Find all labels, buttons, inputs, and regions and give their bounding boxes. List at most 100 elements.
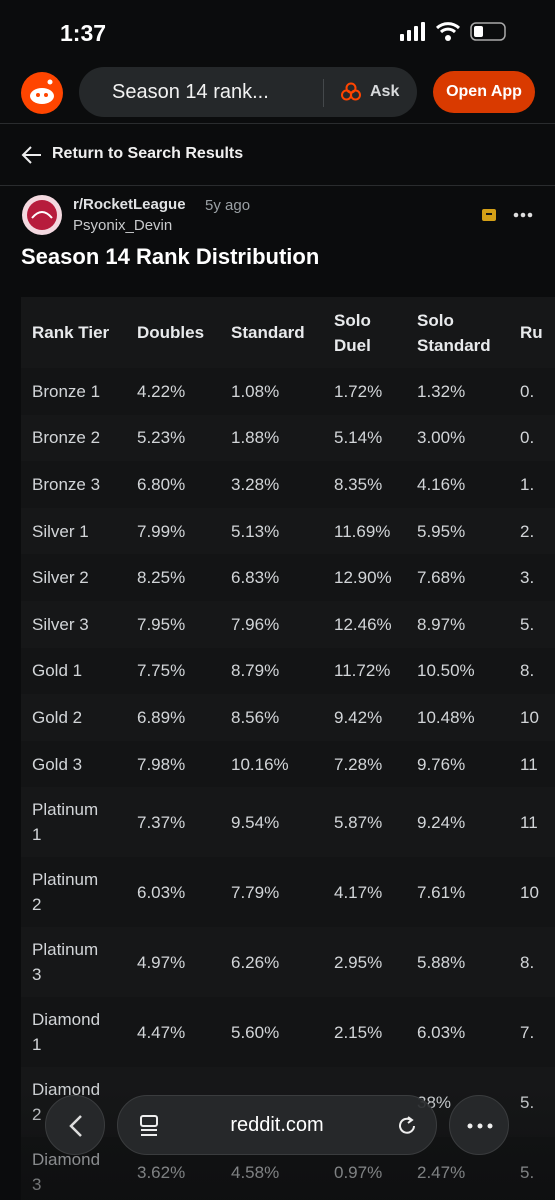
percent: 4.22% — [137, 381, 186, 401]
table-row: Bronze 2 5.23% 1.88% 5.14% 3.00% 0. — [21, 415, 555, 462]
percent: 6.80% — [137, 474, 186, 494]
rank-cell: Bronze 3 — [21, 461, 126, 508]
table-row: Platinum 2 6.03% 7.79% 4.17% 7.61% 10 — [21, 857, 555, 928]
value-cell: 4.17% — [323, 857, 406, 928]
percent: 7. — [520, 1022, 535, 1042]
dots — [467, 1123, 493, 1129]
rank-cell: Silver 3 — [21, 601, 126, 648]
back-link[interactable]: Return to Search Results — [52, 145, 244, 162]
value-cell: 12.46% — [323, 601, 406, 648]
value-cell: 3.28% — [220, 461, 323, 508]
percent: 6.03% — [137, 882, 186, 902]
status-bar: 1:37 — [0, 0, 555, 66]
open-app-button[interactable]: Open App — [433, 71, 535, 113]
rank-label: Silver 1 — [32, 521, 89, 541]
value-cell: 1. — [509, 461, 555, 508]
table-row: Gold 3 7.98% 10.16% 7.28% 9.76% 11 — [21, 740, 555, 788]
rank-label: Platinum 3 — [32, 940, 99, 985]
author[interactable]: Psyonix_Devin — [73, 217, 173, 234]
value-cell: 7. — [509, 997, 555, 1068]
ask-icon — [341, 82, 361, 101]
value-cell: 5.60% — [220, 997, 323, 1068]
value-cell: 0. — [509, 368, 555, 415]
subreddit[interactable]: r/RocketLeague — [73, 196, 186, 213]
value-cell: 7.61% — [406, 857, 509, 928]
percent: 10 — [520, 882, 539, 902]
percent: 6.03% — [417, 1022, 466, 1042]
table-row: Bronze 1 4.22% 1.08% 1.72% 1.32% 0. — [21, 368, 555, 415]
value-cell: 9.42% — [323, 694, 406, 741]
value-cell: 6.03% — [406, 997, 509, 1068]
percent: 11.69% — [334, 521, 391, 541]
percent: 9.54% — [231, 812, 280, 832]
value-cell: 1.08% — [220, 368, 323, 415]
value-cell: 4.16% — [406, 461, 509, 508]
percent: 7.99% — [137, 521, 186, 541]
chevron — [69, 1115, 82, 1137]
value-cell: 3.00% — [406, 415, 509, 462]
value-cell: 2. — [509, 508, 555, 555]
back-button[interactable] — [45, 1095, 105, 1155]
rank-cell: Bronze 2 — [21, 415, 126, 462]
archived-icon — [482, 209, 496, 221]
percent: 5.88% — [417, 952, 466, 972]
percent: 3.28% — [231, 474, 280, 494]
search-box[interactable]: Season 14 rank... Ask — [79, 67, 417, 117]
value-cell: 11.72% — [323, 647, 406, 695]
more-menu[interactable] — [513, 212, 533, 218]
percent: 5.23% — [137, 428, 186, 448]
percent: 10 — [520, 707, 539, 727]
subreddit-icon[interactable] — [21, 194, 63, 236]
value-cell: 6.26% — [220, 927, 323, 997]
reddit-logo[interactable] — [20, 71, 64, 115]
column-header: Standard — [231, 323, 305, 342]
value-cell: 6.83% — [220, 554, 323, 601]
post-meta: r/RocketLeague 5y ago Psyonix_Devin — [21, 194, 541, 238]
value-cell: 11 — [509, 740, 555, 788]
rank-cell: Diamond 1 — [21, 997, 126, 1068]
percent: 5.60% — [231, 1022, 280, 1042]
value-cell: 7.75% — [126, 647, 220, 695]
rank-label: Platinum 1 — [32, 800, 99, 845]
value-cell: 9.24% — [406, 787, 509, 857]
back-arrow — [21, 146, 41, 164]
percent: 1. — [520, 474, 535, 494]
reload-icon[interactable] — [395, 1114, 419, 1138]
percent: 7.61% — [417, 882, 466, 902]
percent: 5.14% — [334, 428, 383, 448]
column-header: Solo Duel — [334, 310, 371, 355]
value-cell: 8.97% — [406, 601, 509, 648]
percent: 4.17% — [334, 882, 383, 902]
more-button[interactable] — [449, 1095, 509, 1155]
value-cell: 11 — [509, 787, 555, 857]
value-cell: 7.68% — [406, 554, 509, 601]
reader-icon — [140, 1115, 158, 1136]
value-cell: 5.88% — [406, 927, 509, 997]
rank-cell: Platinum 2 — [21, 857, 126, 928]
ask-button[interactable]: Ask — [370, 83, 400, 100]
url-bar[interactable]: reddit.com — [117, 1095, 437, 1155]
percent: 0. — [520, 428, 535, 448]
table-row: Platinum 3 4.97% 6.26% 2.95% 5.88% 8. — [21, 927, 555, 997]
percent: 10.16% — [231, 754, 289, 774]
value-cell: 6.89% — [126, 694, 220, 741]
value-cell: 5.95% — [406, 508, 509, 555]
percent: 2.95% — [334, 952, 383, 972]
value-cell: 2.15% — [323, 997, 406, 1068]
rank-label: Gold 3 — [32, 754, 83, 774]
back-row[interactable]: Return to Search Results — [0, 124, 555, 186]
percent: 7.75% — [137, 661, 186, 681]
percent: 2.15% — [334, 1022, 383, 1042]
percent: 9.76% — [417, 754, 466, 774]
status-icons — [400, 22, 506, 41]
percent: 3. — [520, 568, 535, 588]
table-row: Gold 1 7.75% 8.79% 11.72% 10.50% 8. — [21, 647, 555, 695]
percent: 4.97% — [137, 952, 186, 972]
url: reddit.com — [230, 1114, 324, 1136]
percent: 6.83% — [231, 568, 280, 588]
rank-label: Diamond 1 — [32, 1010, 101, 1055]
value-cell: 5. — [509, 601, 555, 648]
table-row: Diamond 1 4.47% 5.60% 2.15% 6.03% 7. — [21, 997, 555, 1068]
